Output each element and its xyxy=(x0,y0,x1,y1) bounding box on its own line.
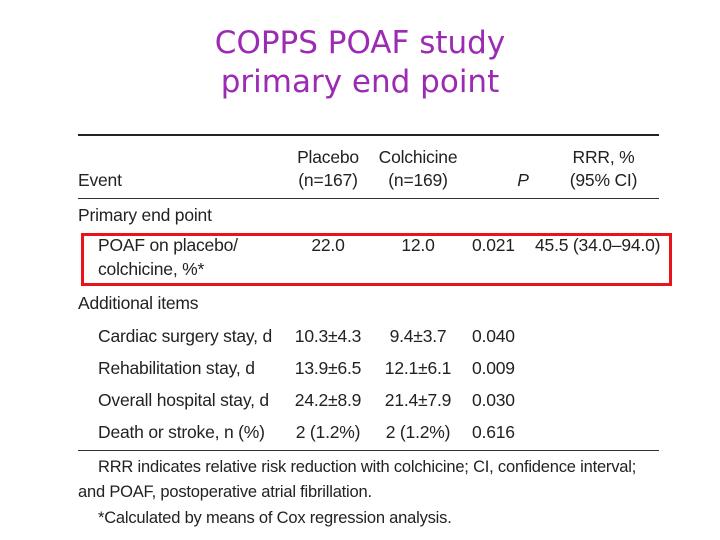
row-event: Rehabilitation stay, d xyxy=(98,358,255,378)
slide-title: COPPS POAF study primary end point xyxy=(0,24,720,102)
row-colchicine: 12.1±6.1 xyxy=(384,358,452,378)
section-additional-items: Additional items xyxy=(78,293,199,313)
footnote-line-3: *Calculated by means of Cox regression a… xyxy=(98,509,452,527)
row-p: 0.009 xyxy=(472,358,515,378)
section-primary-end-point: Primary end point xyxy=(78,205,212,225)
table-bottom-rule xyxy=(78,450,659,451)
primary-p: 0.021 xyxy=(472,235,515,255)
primary-event-line1: POAF on placebo/ xyxy=(98,235,238,255)
header-placebo: Placebo xyxy=(297,147,359,167)
header-rrr: RRR, % xyxy=(572,147,635,167)
row-colchicine: 2 (1.2%) xyxy=(385,422,451,442)
primary-event-line2: colchicine, %* xyxy=(98,259,205,279)
title-line-2: primary end point xyxy=(220,64,500,100)
row-event: Cardiac surgery stay, d xyxy=(98,326,273,346)
primary-endpoint-highlight xyxy=(81,233,672,286)
row-placebo: 13.9±6.5 xyxy=(294,358,362,378)
row-placebo: 10.3±4.3 xyxy=(294,326,362,346)
table-top-rule xyxy=(78,134,659,136)
header-placebo-n: (n=167) xyxy=(298,170,358,190)
footnote-line-1: RRR indicates relative risk reduction wi… xyxy=(98,458,637,476)
row-p: 0.030 xyxy=(472,390,515,410)
row-colchicine: 9.4±3.7 xyxy=(389,326,447,346)
title-line-1: COPPS POAF study xyxy=(214,25,506,61)
header-event: Event xyxy=(78,170,122,190)
primary-rrr: 45.5 (34.0–94.0) xyxy=(535,235,661,255)
row-event: Death or stroke, n (%) xyxy=(98,422,265,442)
row-p: 0.040 xyxy=(472,326,515,346)
header-colchicine-n: (n=169) xyxy=(388,170,448,190)
header-p: P xyxy=(517,170,529,190)
row-event: Overall hospital stay, d xyxy=(98,390,269,410)
row-placebo: 2 (1.2%) xyxy=(295,422,361,442)
header-bottom-rule xyxy=(78,198,659,199)
row-p: 0.616 xyxy=(472,422,515,442)
footnote-line-2: and POAF, postoperative atrial fibrillat… xyxy=(78,483,372,501)
row-colchicine: 21.4±7.9 xyxy=(384,390,452,410)
row-placebo: 24.2±8.9 xyxy=(294,390,362,410)
primary-placebo: 22.0 xyxy=(311,235,345,255)
primary-colchicine: 12.0 xyxy=(401,235,435,255)
header-colchicine: Colchicine xyxy=(378,147,458,167)
header-rrr-ci: (95% CI) xyxy=(569,170,638,190)
